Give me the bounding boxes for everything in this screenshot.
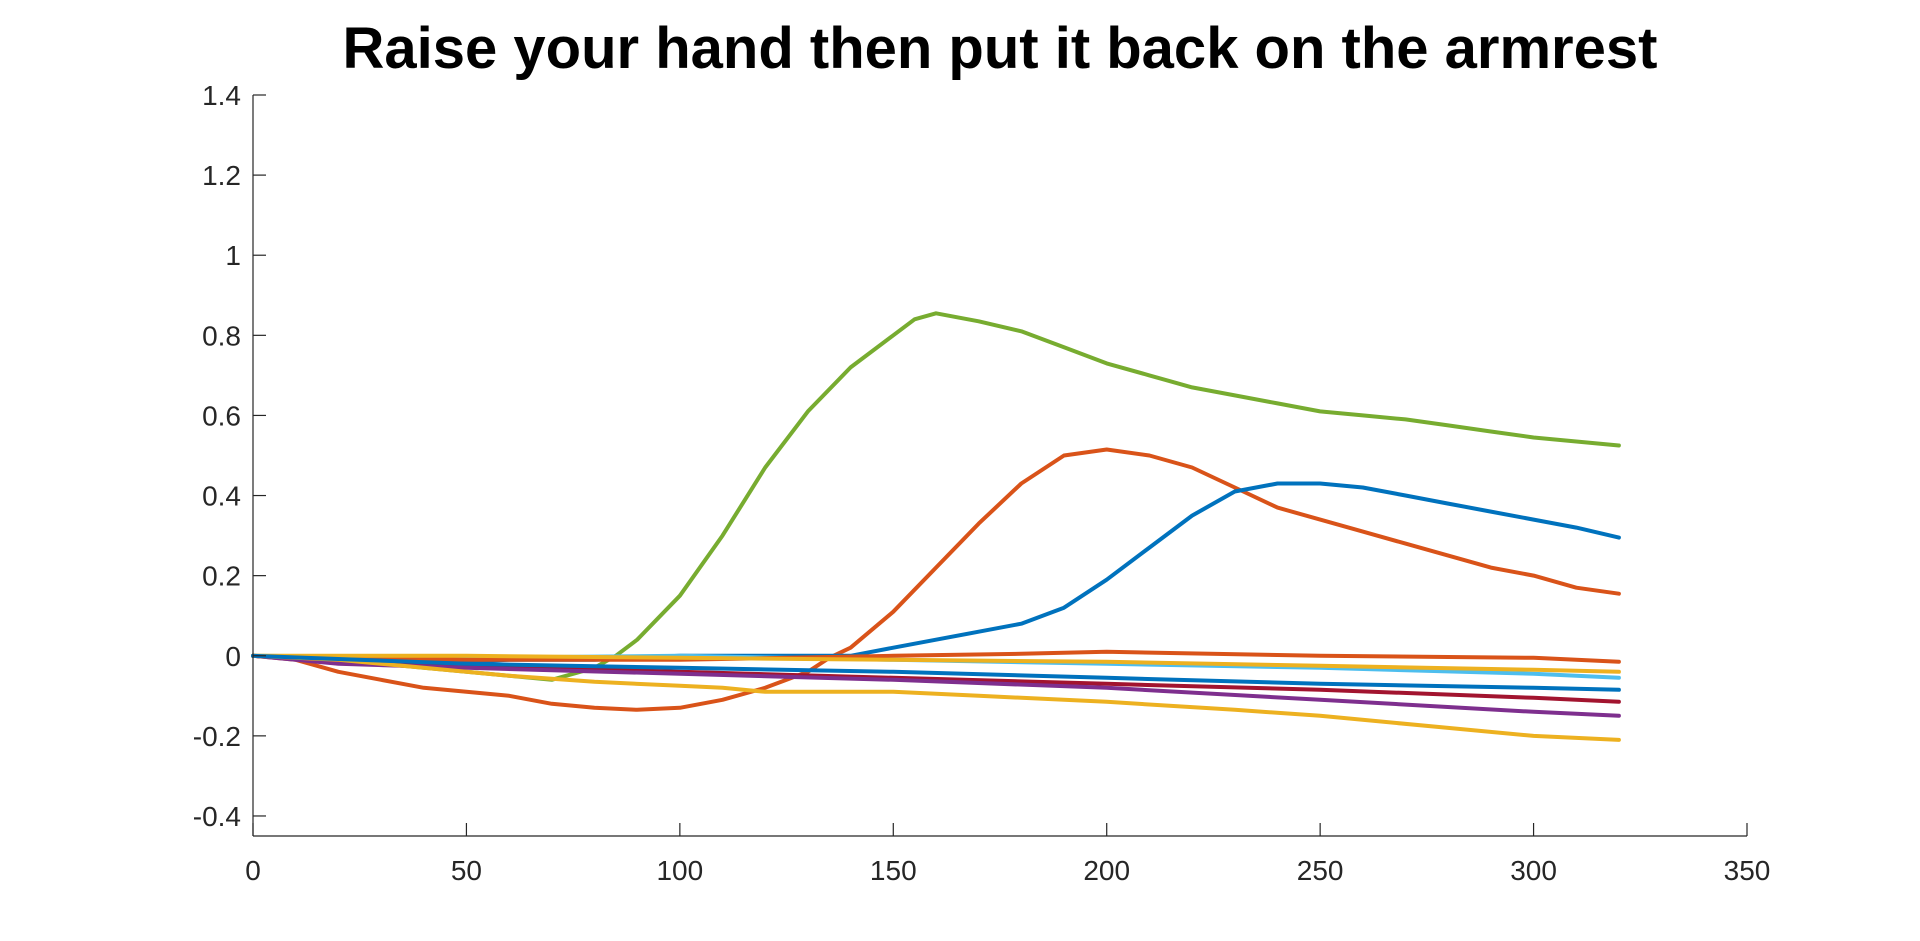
series-line-10 (251, 653, 1621, 692)
x-tick-label: 150 (870, 855, 917, 886)
x-tick-label: 100 (656, 855, 703, 886)
x-tick-label: 350 (1724, 855, 1771, 886)
series-layer (251, 311, 1621, 742)
series-line-2 (251, 447, 1621, 712)
y-tick-label: 1.2 (202, 160, 241, 191)
x-tick-label: 300 (1510, 855, 1557, 886)
y-tick-label: 0.6 (202, 400, 241, 431)
x-tick-label: 50 (451, 855, 482, 886)
series-line-8 (251, 649, 1621, 664)
x-tick-label: 250 (1297, 855, 1344, 886)
chart-title: Raise your hand then put it back on the … (343, 16, 1658, 81)
series-line-6 (251, 653, 1621, 742)
y-tick-label: 0.4 (202, 481, 241, 512)
y-tick-label: 0.2 (202, 561, 241, 592)
y-tick-label: 1 (225, 240, 241, 271)
x-tick-label: 0 (245, 855, 261, 886)
x-tick-label: 200 (1083, 855, 1130, 886)
y-tick-label: -0.2 (193, 721, 241, 752)
axes-layer: 0 50 100 150 200 250 300 350 -0.4 -0.2 0 0.2 0.4 0.6 0… (193, 80, 1771, 886)
y-tick-label: 0 (225, 641, 241, 672)
series-line-3 (251, 481, 1621, 666)
y-tick-label: -0.4 (193, 801, 241, 832)
y-tick-label: 0.8 (202, 320, 241, 351)
y-tick-label: 1.4 (202, 80, 241, 111)
series-line-9 (251, 653, 1621, 674)
series-line-1 (251, 311, 1621, 682)
